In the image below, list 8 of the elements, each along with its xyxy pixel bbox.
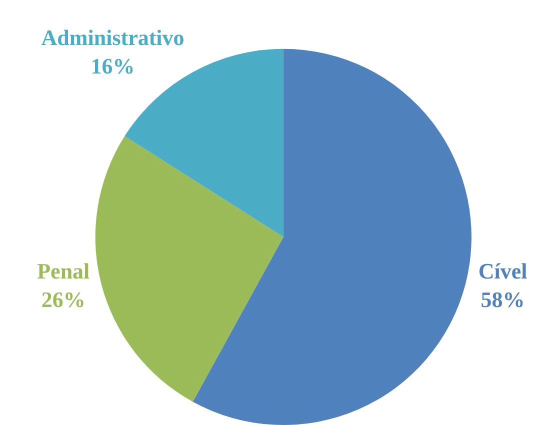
slice-label: Penal	[37, 258, 90, 284]
data-label: 26%	[41, 287, 86, 312]
pie-slice	[192, 48, 472, 425]
slice-label: Administrativo	[41, 24, 184, 50]
slice-label: Cível	[478, 258, 528, 284]
data-label: 16%	[90, 53, 135, 78]
data-label: 58%	[480, 287, 525, 312]
pie-slice	[96, 136, 284, 402]
